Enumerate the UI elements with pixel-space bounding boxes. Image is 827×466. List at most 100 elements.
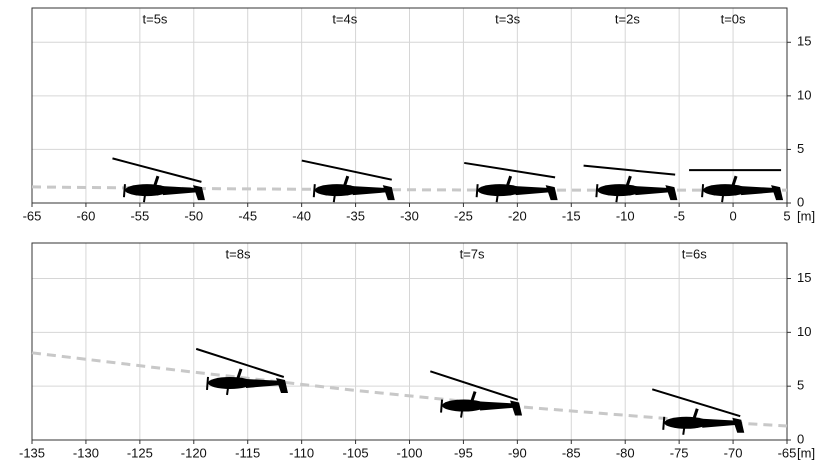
- time-label: t=4s: [332, 11, 357, 26]
- panel: -135 -130 -125 -120 -115 -110 -105 -100 -95 -90 -8…: [19, 242, 815, 460]
- tail-boom: [352, 186, 389, 196]
- x-tick-label: -125: [127, 445, 153, 460]
- tail-fin: [771, 185, 784, 201]
- mast: [692, 408, 699, 419]
- gear: [142, 195, 146, 203]
- plot-frame: [31, 7, 788, 204]
- tail-fin: [732, 417, 745, 433]
- body: [703, 184, 748, 197]
- mast: [470, 391, 477, 402]
- rotor: [195, 347, 285, 378]
- time-label: t=7s: [460, 246, 485, 261]
- y-tick-label: 15: [797, 34, 811, 49]
- y-tick-label: 5: [797, 378, 804, 393]
- body: [477, 184, 522, 197]
- helicopter: [689, 169, 784, 203]
- tail-fin: [510, 400, 523, 416]
- x-tick-label: -10: [616, 208, 635, 223]
- x-tick-label: -65: [778, 445, 797, 460]
- body: [314, 184, 359, 197]
- x-tick-label: -135: [19, 445, 45, 460]
- tail-boom: [162, 186, 199, 196]
- x-tick-label: -15: [562, 208, 581, 223]
- x-tick-label: -30: [400, 208, 419, 223]
- gear: [682, 427, 686, 435]
- nose: [595, 184, 599, 198]
- body: [124, 184, 169, 197]
- x-tick-label: -60: [77, 208, 96, 223]
- tail-fin: [382, 185, 395, 201]
- nose: [475, 184, 479, 198]
- x-tick-label: 0: [729, 208, 736, 223]
- tail-fin: [276, 377, 289, 393]
- tail-boom: [246, 378, 283, 388]
- helicopter: [583, 164, 678, 203]
- time-label: t=0s: [721, 11, 746, 26]
- y-tick-label: 15: [797, 270, 811, 285]
- y-tick-label: 10: [797, 324, 811, 339]
- gear: [226, 387, 229, 396]
- rotor: [583, 164, 676, 176]
- rotor: [464, 161, 556, 179]
- y-tick-label: 0: [797, 431, 804, 446]
- tail-fin: [665, 185, 678, 201]
- body: [208, 376, 253, 389]
- x-unit: [m]: [797, 445, 815, 460]
- nose: [206, 376, 210, 391]
- gear: [615, 195, 619, 203]
- tail-fin: [545, 185, 558, 201]
- x-tick-label: -95: [454, 445, 473, 460]
- x-tick-label: -70: [724, 445, 743, 460]
- nose: [312, 184, 316, 198]
- plot-frame: [31, 242, 788, 441]
- x-tick-label: -100: [396, 445, 422, 460]
- nose: [440, 399, 444, 413]
- helicopter: [429, 370, 523, 418]
- x-tick-label: 5: [783, 208, 790, 223]
- x-tick-label: -25: [454, 208, 473, 223]
- helicopter: [464, 161, 558, 203]
- x-tick-label: -20: [508, 208, 527, 223]
- rotor: [112, 157, 202, 183]
- body: [664, 416, 709, 429]
- body: [442, 399, 487, 412]
- gear: [495, 195, 499, 203]
- x-tick-label: -115: [235, 445, 260, 460]
- x-tick-label: -105: [343, 445, 369, 460]
- time-label: t=3s: [495, 11, 520, 26]
- gear: [460, 410, 464, 418]
- tail-boom: [741, 186, 778, 196]
- rotor: [301, 159, 392, 181]
- x-tick-label: -65: [23, 208, 42, 223]
- x-tick-label: -120: [181, 445, 207, 460]
- mast: [506, 175, 513, 186]
- nose: [662, 416, 666, 430]
- nose: [701, 184, 705, 198]
- rotor: [429, 370, 519, 401]
- x-tick-label: -110: [289, 445, 314, 460]
- helicopter: [112, 157, 205, 203]
- mast: [343, 175, 350, 186]
- x-tick-label: -45: [238, 208, 257, 223]
- y-tick-label: 0: [797, 194, 804, 209]
- gear: [332, 195, 336, 203]
- tail-boom: [635, 186, 672, 196]
- tail-boom: [702, 418, 739, 428]
- y-tick-label: 5: [797, 141, 804, 156]
- x-tick-label: -5: [673, 208, 685, 223]
- mast: [236, 368, 243, 379]
- x-tick-label: -35: [346, 208, 365, 223]
- body: [597, 184, 642, 197]
- helicopter: [301, 159, 395, 203]
- time-label: t=6s: [682, 246, 707, 261]
- y-tick-label: 10: [797, 87, 811, 102]
- mast: [731, 175, 738, 186]
- time-label: t=2s: [615, 11, 640, 26]
- x-tick-label: -40: [292, 208, 311, 223]
- tail-boom: [480, 401, 517, 411]
- x-unit: [m]: [797, 208, 815, 223]
- panel: -65 -60 -55 -50 -45 -40 -35 -30 -25 -20 -15 -10 -5 0 5…: [23, 7, 815, 223]
- x-tick-label: -130: [73, 445, 99, 460]
